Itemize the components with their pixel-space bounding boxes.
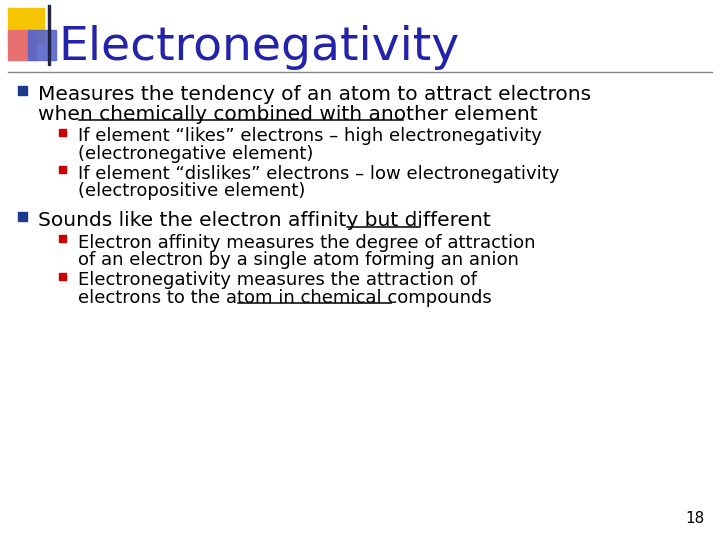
Text: If element “likes” electrons – high electronegativity: If element “likes” electrons – high elec… (78, 127, 542, 145)
Text: (electronegative element): (electronegative element) (78, 145, 313, 163)
Text: Electron affinity measures the degree of attraction: Electron affinity measures the degree of… (78, 234, 536, 252)
Text: Measures the tendency of an atom to attract electrons: Measures the tendency of an atom to attr… (38, 85, 591, 104)
Bar (58, 235, 66, 242)
Bar (28, 30, 56, 60)
Bar (48, 5, 50, 65)
Bar (8, 30, 36, 60)
Text: (electropositive element): (electropositive element) (78, 183, 305, 200)
Text: Sounds like the electron affinity but different: Sounds like the electron affinity but di… (38, 211, 491, 230)
Bar (17, 212, 27, 221)
Text: Electronegativity measures the attraction of: Electronegativity measures the attractio… (78, 272, 477, 289)
Bar (17, 85, 27, 94)
Text: 18: 18 (685, 511, 705, 526)
Bar (58, 129, 66, 136)
Text: of an electron by a single atom forming an anion: of an electron by a single atom forming … (78, 251, 519, 269)
Text: when chemically combined with another element: when chemically combined with another el… (38, 105, 538, 124)
Text: Electronegativity: Electronegativity (58, 25, 459, 71)
Bar (58, 166, 66, 173)
Bar (58, 273, 66, 280)
Bar (8, 8, 44, 44)
Text: electrons to the atom in chemical compounds: electrons to the atom in chemical compou… (78, 289, 492, 307)
Text: If element “dislikes” electrons – low electronegativity: If element “dislikes” electrons – low el… (78, 165, 559, 183)
